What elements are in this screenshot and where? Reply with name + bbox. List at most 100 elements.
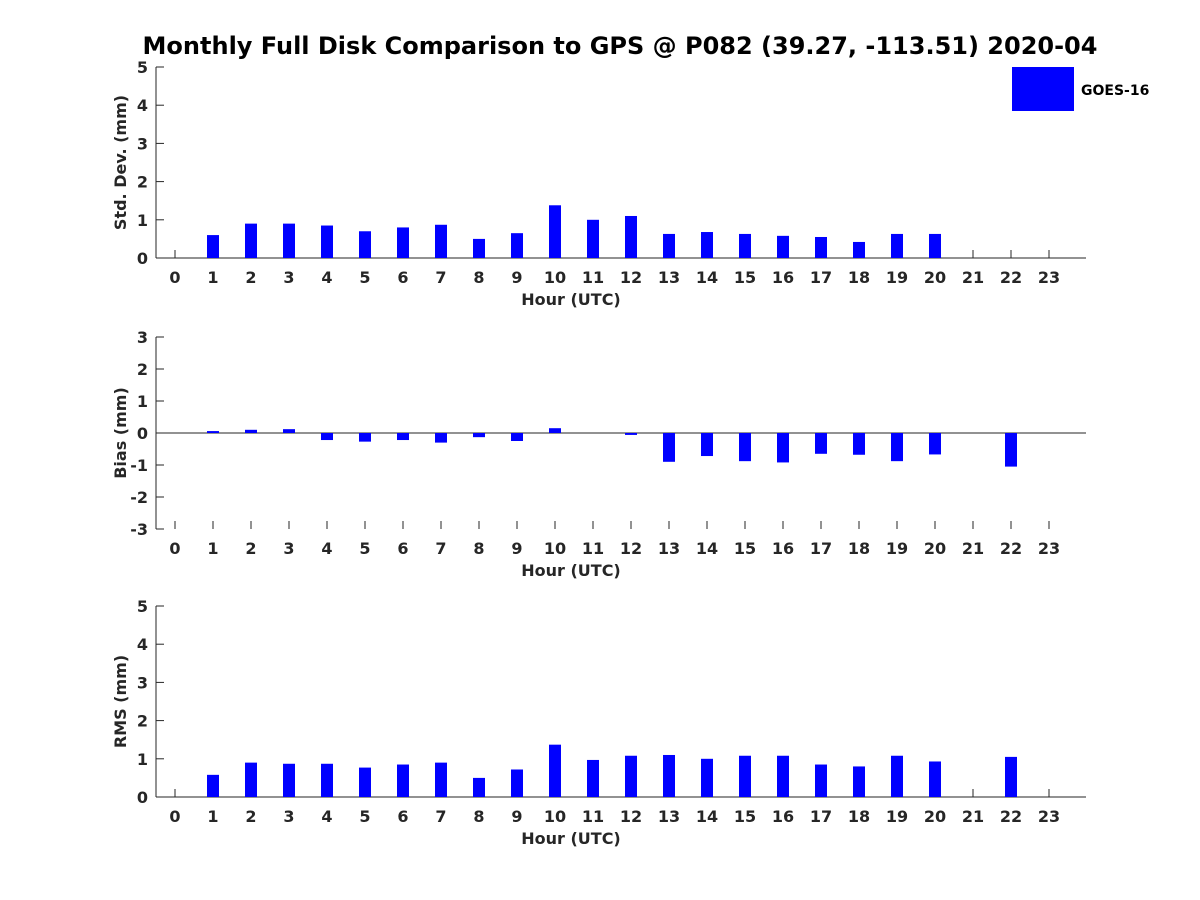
bar-hour-10 bbox=[549, 744, 561, 797]
x-tick-label: 4 bbox=[321, 807, 332, 826]
x-tick-label: 11 bbox=[582, 807, 604, 826]
x-tick-label: 9 bbox=[511, 807, 522, 826]
x-tick-label: 19 bbox=[886, 807, 908, 826]
x-tick-label: 23 bbox=[1038, 539, 1060, 558]
x-tick-label: 9 bbox=[511, 539, 522, 558]
y-tick-label: 4 bbox=[137, 635, 148, 654]
bar-hour-14 bbox=[701, 433, 713, 457]
y-tick-label: 2 bbox=[137, 173, 148, 192]
x-tick-label: 1 bbox=[207, 807, 218, 826]
bar-hour-3 bbox=[283, 223, 295, 258]
bar-hour-17 bbox=[815, 236, 827, 258]
bar-hour-16 bbox=[777, 235, 789, 258]
x-tick-label: 16 bbox=[772, 539, 794, 558]
x-tick-label: 12 bbox=[620, 807, 642, 826]
x-tick-label: 21 bbox=[962, 807, 984, 826]
bar-hour-17 bbox=[815, 433, 827, 454]
y-axis-label: RMS (mm) bbox=[111, 655, 130, 748]
bar-hour-1 bbox=[207, 235, 219, 258]
x-tick-label: 18 bbox=[848, 268, 870, 287]
bar-hour-8 bbox=[473, 777, 485, 797]
bar-hour-15 bbox=[739, 233, 751, 258]
bar-hour-11 bbox=[587, 219, 599, 258]
y-axis-label: Std. Dev. (mm) bbox=[111, 95, 130, 230]
bar-hour-3 bbox=[283, 429, 295, 433]
bar-hour-20 bbox=[929, 233, 941, 258]
x-tick-label: 14 bbox=[696, 807, 718, 826]
y-tick-label: 1 bbox=[137, 392, 148, 411]
x-tick-label: 23 bbox=[1038, 807, 1060, 826]
bar-hour-7 bbox=[435, 224, 447, 258]
x-tick-label: 4 bbox=[321, 539, 332, 558]
x-tick-label: 13 bbox=[658, 539, 680, 558]
x-tick-label: 17 bbox=[810, 539, 832, 558]
bar-hour-2 bbox=[245, 429, 257, 433]
x-tick-label: 14 bbox=[696, 539, 718, 558]
x-tick-label: 6 bbox=[397, 268, 408, 287]
x-tick-label: 2 bbox=[245, 539, 256, 558]
x-tick-label: 8 bbox=[473, 268, 484, 287]
bar-hour-5 bbox=[359, 767, 371, 797]
x-tick-label: 7 bbox=[435, 807, 446, 826]
x-tick-label: 8 bbox=[473, 539, 484, 558]
bar-hour-15 bbox=[739, 755, 751, 797]
x-tick-label: 13 bbox=[658, 268, 680, 287]
bar-hour-16 bbox=[777, 755, 789, 797]
y-tick-label: 5 bbox=[137, 597, 148, 616]
x-tick-label: 10 bbox=[544, 807, 566, 826]
x-tick-label: 14 bbox=[696, 268, 718, 287]
x-tick-label: 19 bbox=[886, 539, 908, 558]
legend-label: GOES-16 bbox=[1081, 83, 1149, 99]
bar-hour-16 bbox=[777, 433, 789, 463]
bar-hour-8 bbox=[473, 238, 485, 258]
x-tick-label: 17 bbox=[810, 268, 832, 287]
y-tick-label: 3 bbox=[137, 673, 148, 692]
bar-hour-7 bbox=[435, 762, 447, 797]
bar-hour-12 bbox=[625, 215, 637, 258]
bar-hour-19 bbox=[891, 233, 903, 258]
x-axis-label: Hour (UTC) bbox=[521, 829, 621, 848]
y-axis-label: Bias (mm) bbox=[111, 387, 130, 479]
bar-hour-2 bbox=[245, 762, 257, 797]
bar-hour-10 bbox=[549, 428, 561, 433]
y-tick-label: 2 bbox=[137, 360, 148, 379]
bar-hour-1 bbox=[207, 774, 219, 797]
x-tick-label: 0 bbox=[169, 539, 180, 558]
bar-hour-9 bbox=[511, 233, 523, 258]
bar-hour-14 bbox=[701, 758, 713, 797]
bar-hour-19 bbox=[891, 433, 903, 462]
x-tick-label: 5 bbox=[359, 807, 370, 826]
x-tick-label: 3 bbox=[283, 807, 294, 826]
x-tick-label: 15 bbox=[734, 268, 756, 287]
bar-hour-11 bbox=[587, 759, 599, 797]
x-tick-label: 21 bbox=[962, 268, 984, 287]
x-tick-label: 5 bbox=[359, 539, 370, 558]
x-tick-label: 0 bbox=[169, 807, 180, 826]
x-tick-label: 3 bbox=[283, 539, 294, 558]
bar-hour-18 bbox=[853, 766, 865, 797]
bar-hour-5 bbox=[359, 231, 371, 258]
bar-hour-4 bbox=[321, 225, 333, 258]
y-tick-label: -1 bbox=[130, 456, 148, 475]
bar-hour-20 bbox=[929, 761, 941, 797]
bar-hour-13 bbox=[663, 233, 675, 258]
y-tick-label: 1 bbox=[137, 750, 148, 769]
legend: GOES-16 bbox=[1012, 67, 1149, 111]
bar-hour-4 bbox=[321, 433, 333, 441]
x-tick-label: 6 bbox=[397, 807, 408, 826]
x-tick-label: 7 bbox=[435, 268, 446, 287]
x-tick-label: 20 bbox=[924, 268, 946, 287]
x-tick-label: 11 bbox=[582, 268, 604, 287]
y-tick-label: -3 bbox=[130, 520, 148, 539]
x-tick-label: 9 bbox=[511, 268, 522, 287]
bar-hour-2 bbox=[245, 223, 257, 258]
x-tick-label: 17 bbox=[810, 807, 832, 826]
bar-hour-9 bbox=[511, 769, 523, 797]
x-tick-label: 18 bbox=[848, 807, 870, 826]
x-tick-label: 6 bbox=[397, 539, 408, 558]
bar-hour-6 bbox=[397, 433, 409, 441]
